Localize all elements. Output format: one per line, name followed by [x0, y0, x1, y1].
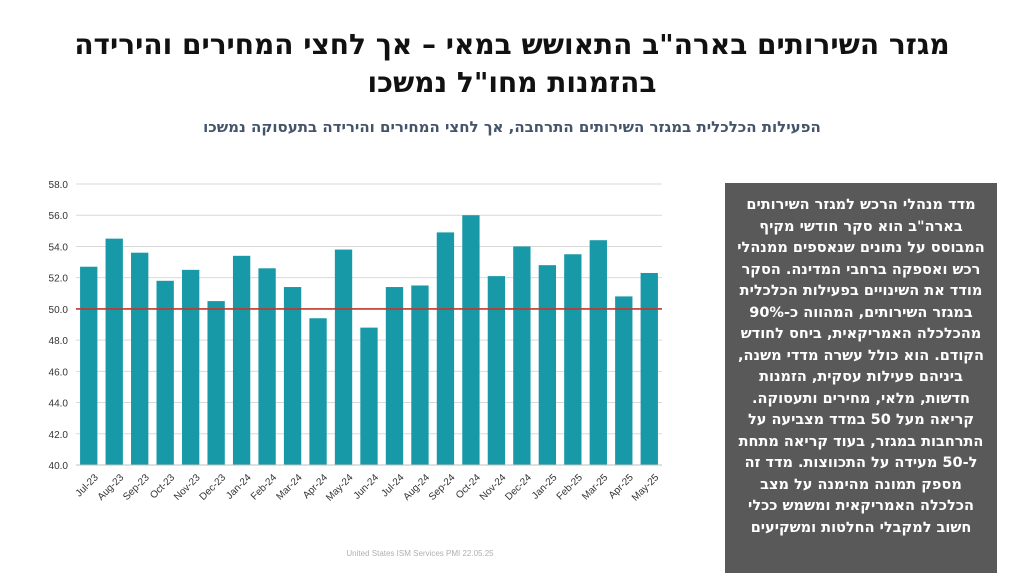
x-tick-label: Sep-24 — [427, 472, 458, 503]
bar — [309, 318, 327, 465]
x-tick-label: Jan-25 — [530, 472, 560, 502]
y-tick-label: 58.0 — [49, 180, 69, 191]
x-tick-label: May-25 — [630, 472, 662, 504]
bar — [207, 301, 225, 465]
x-tick-label: Nov-24 — [478, 472, 509, 503]
y-tick-label: 48.0 — [49, 336, 69, 347]
bar — [156, 280, 174, 465]
y-tick-label: 44.0 — [49, 399, 69, 410]
bar — [105, 238, 123, 465]
bar — [513, 246, 531, 465]
x-tick-label: Aug-23 — [96, 472, 127, 503]
y-tick-label: 42.0 — [49, 430, 69, 441]
y-tick-label: 56.0 — [49, 211, 69, 222]
x-tick-label: Mar-25 — [580, 472, 610, 502]
bar — [385, 287, 404, 465]
bar — [334, 249, 353, 465]
bar — [462, 215, 480, 465]
bar — [80, 266, 98, 465]
y-tick-label: 40.0 — [49, 461, 69, 472]
y-tick-label: 52.0 — [49, 274, 69, 285]
source-note: United States ISM Services PMI 22.05.25 — [346, 549, 494, 558]
x-tick-label: May-24 — [324, 472, 356, 504]
bar — [640, 272, 658, 465]
y-tick-label: 54.0 — [49, 242, 69, 253]
bar — [589, 240, 607, 465]
x-tick-label: Aug-24 — [401, 472, 432, 503]
x-tick-label: Jan-24 — [224, 472, 254, 502]
bar — [564, 254, 582, 465]
x-tick-label: Jun-24 — [352, 472, 382, 502]
x-tick-label: Mar-24 — [274, 472, 304, 502]
bar — [360, 327, 378, 465]
y-tick-label: 50.0 — [49, 305, 69, 316]
y-tick-label: 46.0 — [49, 367, 69, 378]
x-tick-label: Nov-23 — [172, 472, 203, 503]
bar — [487, 276, 506, 465]
bar — [232, 255, 251, 465]
bar — [283, 287, 302, 465]
x-tick-label: Feb-24 — [249, 472, 279, 502]
x-tick-label: Dec-23 — [198, 472, 229, 503]
page-title: מגזר השירותים בארה"ב התאושש במאי – אך לח… — [74, 28, 950, 99]
bar — [181, 269, 200, 465]
bar — [538, 265, 557, 465]
bar — [258, 268, 276, 465]
pmi-bar-chart: 40.0 42.0 44.0 46.0 48.0 50.0 52.0 54.0 56.0 58.0… — [49, 180, 662, 504]
info-box-text: מדד מנהלי הרכש למגזר השירותים בארה"ב הוא… — [737, 197, 985, 536]
bar — [131, 252, 149, 465]
x-tick-label: Sep-23 — [121, 472, 152, 503]
x-tick-label: Feb-25 — [555, 472, 585, 502]
bar — [411, 285, 429, 465]
bar — [615, 296, 633, 465]
info-box: מדד מנהלי הרכש למגזר השירותים בארה"ב הוא… — [725, 183, 997, 573]
chart-subtitle: הפעילות הכלכלית במגזר השירותים התרחבה, א… — [203, 118, 821, 136]
x-tick-label: Dec-24 — [503, 472, 534, 503]
bar — [436, 232, 455, 465]
